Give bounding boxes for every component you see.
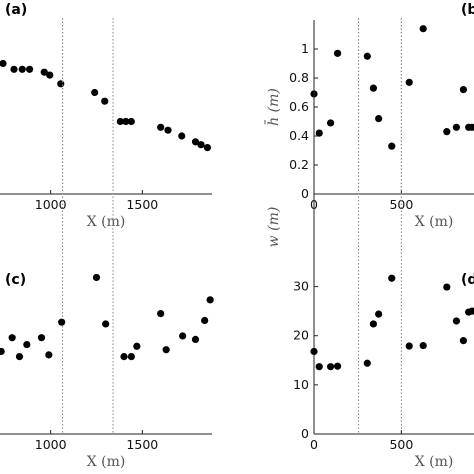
data-point [127, 353, 135, 361]
data-point [179, 332, 187, 340]
panel-label: (d) [461, 272, 474, 288]
x-axis-label: X (m) [87, 454, 126, 470]
y-axis-label: h̄ (m) [264, 88, 282, 126]
data-point [0, 347, 5, 356]
data-point [116, 117, 124, 126]
data-point [375, 115, 383, 123]
data-point [388, 274, 396, 282]
data-point [133, 342, 141, 350]
data-point [327, 363, 335, 371]
data-point [327, 119, 335, 127]
data-point [443, 283, 451, 291]
data-point [157, 123, 165, 131]
data-point [459, 337, 467, 345]
data-point [203, 144, 212, 152]
data-point [191, 335, 200, 343]
data-point [333, 49, 342, 57]
x-tick-label: 1000 [35, 437, 67, 452]
data-point [363, 52, 371, 60]
data-point [206, 296, 214, 304]
data-point [197, 141, 205, 149]
data-point [459, 86, 467, 94]
data-point [122, 117, 130, 126]
x-tick-label: 1500 [126, 197, 158, 212]
y-tick-label: 0 [301, 426, 309, 441]
data-point [120, 353, 128, 361]
x-tick-label: 1000 [35, 197, 67, 212]
data-point [443, 128, 451, 136]
panel-label: (b) [461, 2, 474, 18]
data-point [452, 123, 461, 131]
data-point [18, 65, 26, 73]
data-point [15, 353, 24, 361]
y-tick-label: 0.4 [289, 128, 309, 143]
data-point [369, 84, 378, 92]
data-point [375, 310, 383, 318]
data-point [162, 346, 170, 354]
x-axis-label: X (m) [415, 214, 454, 230]
x-tick-label: 1500 [126, 437, 158, 452]
data-point [46, 71, 54, 79]
data-point [102, 320, 110, 328]
panel-label: (a) [5, 2, 27, 18]
data-point [369, 320, 378, 328]
data-point [191, 138, 200, 146]
data-point [8, 334, 16, 342]
y-axis-label: w (m) [266, 207, 282, 248]
x-tick-label: 0 [310, 437, 318, 452]
panel-label: (c) [5, 272, 26, 288]
panel-b: 050000.20.40.60.81h̄ (m)X (m)(b) [264, 2, 474, 230]
data-point [178, 132, 186, 140]
data-point [57, 80, 65, 88]
data-point [45, 351, 53, 359]
data-point [101, 97, 109, 105]
data-point [23, 340, 31, 349]
data-point [0, 59, 7, 68]
data-point [10, 65, 18, 73]
data-point [25, 65, 34, 73]
y-tick-label: 20 [293, 328, 309, 343]
x-axis-label: X (m) [87, 214, 126, 230]
y-tick-label: 0.2 [289, 157, 309, 172]
x-axis-label: X (m) [415, 454, 454, 470]
data-point [419, 25, 427, 33]
data-point [127, 117, 135, 126]
data-point [405, 78, 413, 86]
data-point [315, 363, 323, 371]
data-point [58, 318, 66, 326]
y-tick-label: 30 [293, 279, 309, 294]
data-point [40, 68, 48, 76]
y-tick-label: 10 [293, 377, 309, 392]
data-point [91, 88, 99, 97]
data-point [363, 359, 371, 367]
data-point [452, 317, 461, 325]
data-point [315, 129, 323, 137]
y-tick-label: 0.8 [289, 70, 309, 85]
data-point [405, 342, 413, 350]
data-point [164, 126, 172, 134]
data-point [310, 347, 318, 356]
data-point [468, 123, 474, 131]
data-point [468, 307, 474, 315]
y-tick-label: 0.6 [289, 99, 309, 114]
y-tick-label: 0 [301, 186, 309, 201]
data-point [92, 273, 101, 282]
data-point [419, 341, 427, 350]
data-point [333, 362, 342, 370]
x-tick-label: 500 [389, 437, 413, 452]
data-point [157, 310, 165, 318]
y-tick-label: 1 [301, 41, 309, 56]
data-point [388, 142, 396, 150]
data-point [37, 334, 46, 342]
data-point [201, 316, 209, 325]
